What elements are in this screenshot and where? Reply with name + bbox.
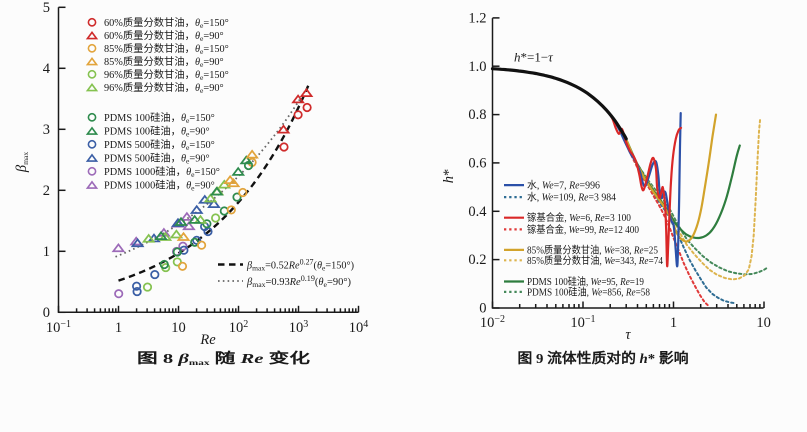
svg-text:102: 102 xyxy=(229,319,249,336)
svg-text:h*=1−τ: h*=1−τ xyxy=(514,50,554,65)
svg-text:60%质量分数甘油，θe=90°: 60%质量分数甘油，θe=90° xyxy=(104,29,224,43)
svg-text:10−2: 10−2 xyxy=(480,314,505,331)
svg-text:0: 0 xyxy=(479,301,486,317)
svg-text:0.6: 0.6 xyxy=(468,156,486,172)
svg-text:10: 10 xyxy=(756,315,771,331)
svg-text:PDMS 500硅油，θe=90°: PDMS 500硅油，θe=90° xyxy=(104,152,210,166)
svg-text:PDMS 1000硅油，θe=150°: PDMS 1000硅油，θe=150° xyxy=(104,165,220,179)
svg-text:0: 0 xyxy=(43,305,50,321)
svg-text:60%质量分数甘油，θe=150°: 60%质量分数甘油，θe=150° xyxy=(104,16,229,30)
svg-text:85%质量分数甘油, We=38, Re=25: 85%质量分数甘油, We=38, Re=25 xyxy=(527,243,658,256)
svg-text:τ: τ xyxy=(625,327,631,343)
svg-text:1: 1 xyxy=(43,244,50,260)
svg-text:1: 1 xyxy=(670,315,677,331)
svg-text:5: 5 xyxy=(43,0,50,16)
svg-text:图 8 βmax 随 Re 变化: 图 8 β max 随 Re 变化 xyxy=(137,350,310,367)
svg-text:1: 1 xyxy=(115,320,122,336)
svg-text:1.2: 1.2 xyxy=(468,11,486,27)
svg-text:镓基合金, We=6, Re=3 100: 镓基合金, We=6, Re=3 100 xyxy=(527,211,631,224)
svg-text:104: 104 xyxy=(349,319,369,336)
svg-text:96%质量分数甘油，θe=90°: 96%质量分数甘油，θe=90° xyxy=(104,81,224,95)
svg-text:h*: h* xyxy=(441,169,457,184)
svg-text:0.2: 0.2 xyxy=(468,252,486,268)
svg-text:10−1: 10−1 xyxy=(570,314,595,331)
svg-text:0.8: 0.8 xyxy=(468,107,486,123)
svg-text:水, We=109, Re=3 984: 水, We=109, Re=3 984 xyxy=(527,192,616,204)
svg-text:PDMS 100硅油, We=95, Re=19: PDMS 100硅油, We=95, Re=19 xyxy=(527,275,644,288)
svg-text:3: 3 xyxy=(43,122,50,138)
svg-text:85%质量分数甘油，θe=90°: 85%质量分数甘油，θe=90° xyxy=(104,55,224,69)
svg-text:水, We=7, Re=996: 水, We=7, Re=996 xyxy=(527,180,600,192)
svg-text:βmax=0.93Re0.19(θe=90°): βmax=0.93Re0.19(θe=90°) xyxy=(246,274,351,289)
svg-text:103: 103 xyxy=(289,319,309,336)
svg-text:βmax=0.52Re0.27(θe=150°): βmax=0.52Re0.27(θe=150°) xyxy=(246,258,354,273)
svg-text:Re: Re xyxy=(199,332,216,348)
svg-text:0.4: 0.4 xyxy=(468,204,487,220)
svg-text:图 9 流体性质对的 h* 影响: 图 9 流体性质对的 h* 影响 xyxy=(518,350,689,367)
svg-text:βmax: βmax xyxy=(14,152,30,174)
svg-text:85%质量分数甘油，θe=150°: 85%质量分数甘油，θe=150° xyxy=(104,42,229,56)
svg-text:2: 2 xyxy=(43,183,50,199)
svg-text:PDMS 100硅油, We=856, Re=58: PDMS 100硅油, We=856, Re=58 xyxy=(527,285,650,298)
svg-text:镓基合金, We=99, Re=12 400: 镓基合金, We=99, Re=12 400 xyxy=(527,223,639,236)
svg-text:1.0: 1.0 xyxy=(468,59,486,75)
svg-text:96%质量分数甘油，θe=150°: 96%质量分数甘油，θe=150° xyxy=(104,68,229,82)
svg-text:PDMS 1000硅油，θe=90°: PDMS 1000硅油，θe=90° xyxy=(104,179,215,193)
svg-text:PDMS 100硅油，θe=150°: PDMS 100硅油，θe=150° xyxy=(104,111,215,125)
svg-text:PDMS 500硅油，θe=150°: PDMS 500硅油，θe=150° xyxy=(104,138,215,152)
svg-text:85%质量分数甘油, We=343, Re=74: 85%质量分数甘油, We=343, Re=74 xyxy=(527,254,663,267)
svg-text:4: 4 xyxy=(43,61,51,77)
svg-text:PDMS 100硅油，θe=90°: PDMS 100硅油，θe=90° xyxy=(104,125,210,139)
svg-text:10−1: 10−1 xyxy=(46,319,71,336)
svg-text:10: 10 xyxy=(171,320,186,336)
